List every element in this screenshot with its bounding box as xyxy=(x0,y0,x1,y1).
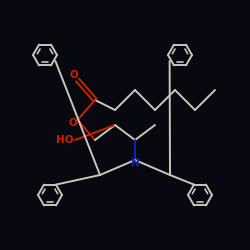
Text: HO: HO xyxy=(56,135,74,145)
Text: O: O xyxy=(70,70,78,80)
Text: O: O xyxy=(68,118,77,128)
Text: N: N xyxy=(130,158,140,168)
